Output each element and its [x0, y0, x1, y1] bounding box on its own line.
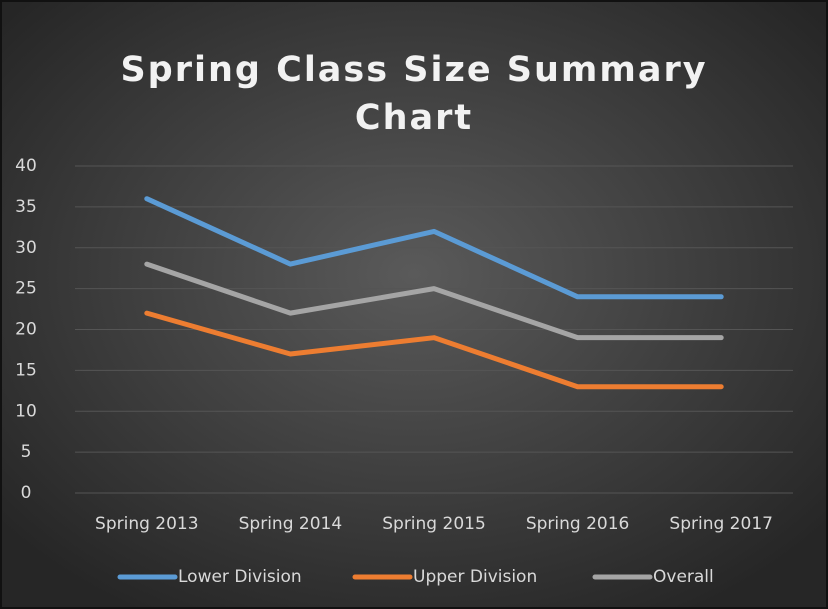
y-tick-label: 10: [15, 401, 37, 421]
y-tick-label: 20: [15, 320, 37, 340]
x-tick-label: Spring 2014: [239, 514, 343, 534]
y-tick-label: 25: [15, 279, 37, 299]
y-tick-label: 5: [21, 442, 32, 462]
data-line: [144, 310, 724, 390]
x-tick-label: Spring 2015: [382, 514, 486, 534]
data-line: [144, 196, 724, 300]
x-tick-label: Spring 2016: [526, 514, 630, 534]
legend-label: Upper Division: [413, 567, 537, 587]
y-tick-label: 35: [15, 197, 37, 217]
data-line: [144, 261, 724, 341]
x-tick-label: Spring 2017: [669, 514, 773, 534]
y-tick-label: 30: [15, 238, 37, 258]
y-tick-label: 40: [15, 156, 37, 176]
legend-label: Overall: [653, 567, 714, 587]
y-tick-label: 0: [21, 483, 32, 503]
y-tick-label: 15: [15, 360, 37, 380]
legend-label: Lower Division: [178, 567, 302, 587]
x-tick-label: Spring 2013: [95, 514, 199, 534]
chart-title: Spring Class Size Summary Chart: [120, 50, 708, 138]
